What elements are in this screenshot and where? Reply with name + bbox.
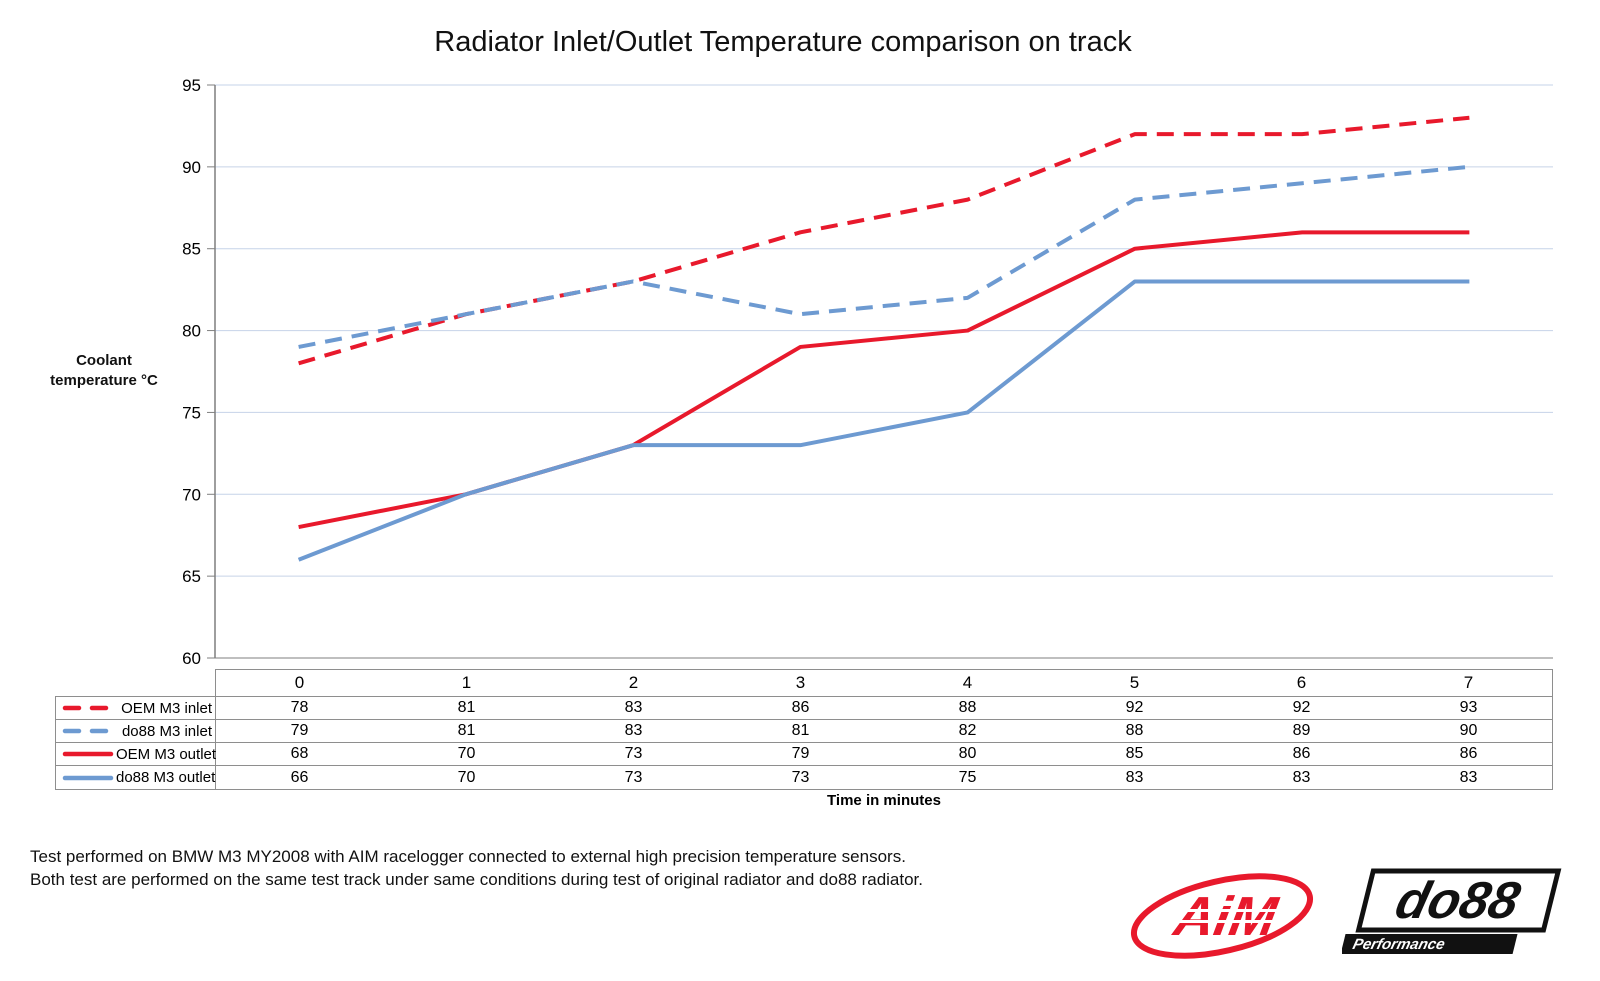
line-chart: 60 65 70 75 80 85 90 95: [182, 76, 1553, 665]
legend-label: OEM M3 inlet: [121, 699, 212, 717]
footer-note-line1: Test performed on BMW M3 MY2008 with AIM…: [30, 847, 906, 866]
legend-line-sample: [62, 751, 114, 757]
table-value-cell: 83: [624, 722, 643, 739]
table-value-cell: 73: [791, 768, 810, 786]
table-value-cell: 88: [958, 699, 977, 716]
legend-item-oem-m3-outlet: OEM M3 outlet: [56, 743, 216, 765]
y-axis-tick-label: 65: [182, 567, 201, 586]
table-value-cell: 66: [290, 768, 309, 786]
legend-label: do88 M3 outlet: [116, 769, 216, 786]
legend-item-do88-m3-outlet: do88 M3 outlet: [56, 766, 216, 789]
footer-note: Test performed on BMW M3 MY2008 with AIM…: [30, 845, 923, 891]
table-value-cell: 83: [1292, 768, 1311, 786]
table-value-cell: 92: [1125, 699, 1144, 716]
table-value-cell: 81: [457, 699, 476, 716]
x-axis-labels-row: 0 1 2 3 4 5 6 7: [215, 669, 1553, 696]
x-axis-label: 4: [962, 673, 973, 692]
y-axis-tick-label: 85: [182, 240, 201, 259]
y-axis-tick-label: 90: [182, 158, 201, 177]
table-value-cell: 79: [290, 722, 309, 739]
table-value-cell: 86: [791, 699, 810, 716]
legend-line-sample: [62, 705, 114, 711]
x-axis-label: 3: [795, 673, 806, 692]
series-line-oem-m3-inlet: [298, 115, 1470, 366]
legend-item-oem-m3-inlet: OEM M3 inlet: [56, 697, 216, 719]
series-line-do88-m3-inlet: [298, 164, 1470, 349]
table-value-cell: 88: [1125, 722, 1144, 739]
x-axis-label: 0: [294, 673, 305, 692]
table-value-cell: 68: [290, 745, 309, 762]
y-axis-tick-label: 75: [182, 403, 201, 422]
aim-logo: AiM: [1126, 870, 1318, 962]
data-table: OEM M3 inlet 78 81 83 86 88 92 92 93 do88 M3 inle…: [55, 696, 1553, 790]
table-value-cell: 81: [457, 722, 476, 739]
do88-performance-text: Performance: [1351, 936, 1447, 953]
y-axis-tick-label: 60: [182, 649, 201, 665]
table-value-cell: 93: [1459, 699, 1478, 716]
table-value-cell: 92: [1292, 699, 1311, 716]
table-value-cell: 89: [1292, 722, 1311, 739]
y-axis-title-line2: temperature °C: [50, 372, 158, 389]
table-row-oem-m3-inlet: OEM M3 inlet 78 81 83 86 88 92 92 93: [56, 697, 1552, 720]
y-axis-title: Coolant temperature °C: [28, 351, 180, 391]
aim-logo-stripe: [1162, 920, 1280, 923]
x-axis-label: 6: [1296, 673, 1307, 692]
legend-line-sample: [62, 775, 114, 780]
do88-logo-text: do88: [1390, 872, 1526, 930]
x-axis-title: Time in minutes: [827, 792, 941, 809]
series-line-oem-m3-outlet: [298, 230, 1470, 529]
do88-logo: do88 Performance: [1340, 868, 1570, 960]
table-value-cell: 79: [791, 745, 810, 762]
legend-item-do88-m3-inlet: do88 M3 inlet: [56, 720, 216, 742]
aim-logo-ellipse: [1130, 873, 1314, 959]
table-value-cell: 70: [457, 745, 476, 762]
y-axis-tick-label: 70: [182, 485, 201, 504]
table-value-cell: 78: [290, 699, 309, 716]
x-axis-label: 1: [461, 673, 472, 692]
legend-label: do88 M3 inlet: [121, 722, 212, 740]
aim-logo-text: AiM: [1168, 885, 1283, 947]
table-value-cell: 73: [624, 768, 643, 786]
y-axis-tick-label: 80: [182, 322, 201, 341]
table-value-cell: 83: [1459, 768, 1478, 786]
table-value-cell: 90: [1459, 722, 1478, 739]
table-value-cell: 80: [958, 745, 977, 762]
table-value-cell: 83: [624, 699, 643, 716]
table-value-cell: 82: [958, 722, 977, 739]
legend-line-sample: [62, 728, 114, 734]
do88-logo-box: [1355, 868, 1562, 933]
table-value-cell: 86: [1292, 745, 1311, 762]
chart-title: Radiator Inlet/Outlet Temperature compar…: [434, 26, 1132, 58]
do88-logo-graphic: do88 Performance: [1340, 868, 1562, 954]
table-value-cell: 83: [1125, 768, 1144, 786]
table-value-cell: 81: [791, 722, 810, 739]
x-axis-label: 5: [1129, 673, 1140, 692]
aim-logo-stripe: [1164, 909, 1282, 912]
do88-performance-bar: [1340, 934, 1518, 954]
aim-logo-graphic: AiM: [1130, 873, 1314, 959]
footer-note-line2: Both test are performed on the same test…: [30, 870, 924, 889]
table-row-do88-m3-outlet: do88 M3 outlet 66 70 73 73 75 83 83 83: [56, 766, 1552, 789]
x-axis-label: 7: [1463, 673, 1474, 692]
table-value-cell: 85: [1125, 745, 1144, 762]
y-axis-tick-label: 95: [182, 76, 201, 95]
x-axis-label: 2: [628, 673, 639, 692]
series-line-do88-m3-outlet: [297, 279, 1470, 562]
table-row-oem-m3-outlet: OEM M3 outlet 68 70 73 79 80 85 86 86: [56, 743, 1552, 766]
table-value-cell: 75: [958, 768, 977, 786]
table-value-cell: 73: [624, 745, 643, 762]
table-value-cell: 70: [457, 768, 476, 786]
table-row-do88-m3-inlet: do88 M3 inlet 79 81 83 81 82 88 89 90: [56, 720, 1552, 743]
table-value-cell: 86: [1459, 745, 1478, 762]
legend-label: OEM M3 outlet: [116, 745, 217, 763]
y-axis-title-line1: Coolant: [76, 352, 132, 369]
